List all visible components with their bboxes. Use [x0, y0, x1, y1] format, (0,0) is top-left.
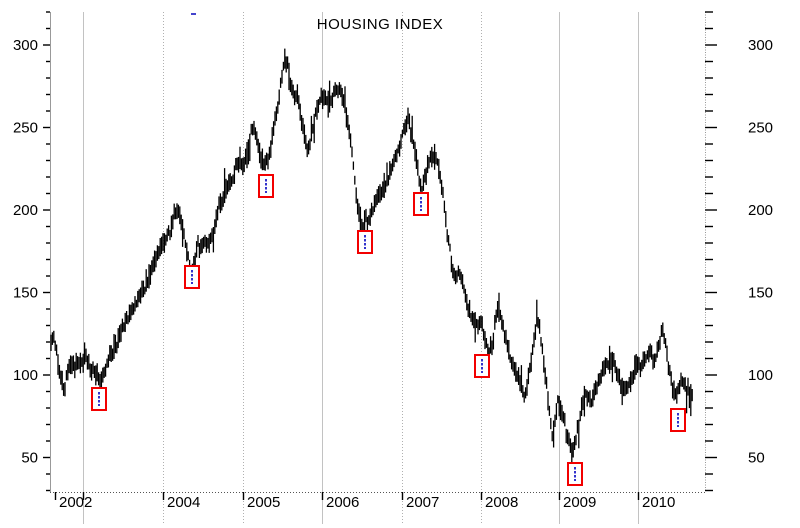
event-marker-box [413, 192, 429, 216]
x-axis-year-label: 2010 [642, 494, 675, 511]
y-axis-label-right: 150 [748, 285, 773, 302]
y-axis-label-left: 50 [21, 450, 38, 467]
y-axis-label-left: 100 [13, 367, 38, 384]
y-axis-label-left: 300 [13, 37, 38, 54]
y-axis-label-left: 200 [13, 202, 38, 219]
event-marker-box [357, 230, 373, 254]
y-axis-label-right: 200 [748, 202, 773, 219]
stray-blue-dash [191, 13, 196, 15]
x-axis-year-label: 2006 [326, 494, 359, 511]
event-marker-box [670, 408, 686, 432]
chart-title: HOUSING INDEX [316, 16, 444, 33]
event-marker-box [91, 387, 107, 411]
x-axis-year-label: 2008 [485, 494, 518, 511]
x-axis-year-label: 2005 [247, 494, 280, 511]
y-axis-label-right: 100 [748, 367, 773, 384]
x-axis-year-label: 2007 [406, 494, 439, 511]
y-axis-label-right: 300 [748, 37, 773, 54]
price-bars [50, 48, 693, 477]
x-axis-year-label: 2002 [59, 494, 92, 511]
x-axis-year-label: 2009 [563, 494, 596, 511]
event-marker-box [258, 174, 274, 198]
y-axis-label-left: 150 [13, 285, 38, 302]
event-marker-box [184, 265, 200, 289]
event-marker-box [474, 354, 490, 378]
y-axis-label-right: 250 [748, 120, 773, 137]
y-axis-label-left: 250 [13, 120, 38, 137]
y-axis-label-right: 50 [748, 450, 765, 467]
event-marker-box [567, 462, 583, 486]
x-axis-year-label: 2004 [167, 494, 200, 511]
